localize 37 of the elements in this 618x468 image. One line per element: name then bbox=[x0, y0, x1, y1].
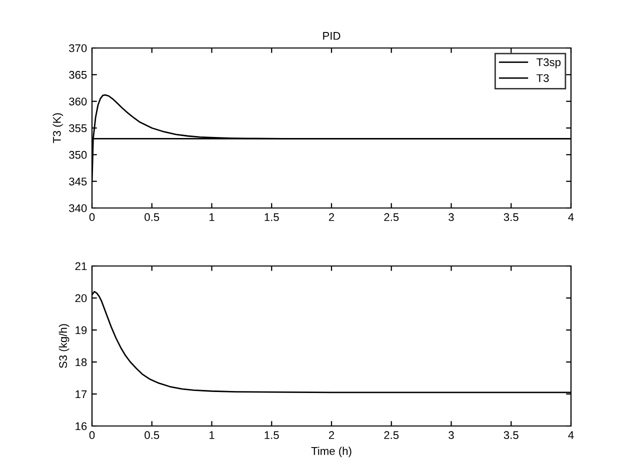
y-axis-title: S3 (kg/h) bbox=[58, 324, 70, 368]
y-tick-label: 370 bbox=[69, 44, 87, 52]
y-axis-title: T3 (K) bbox=[52, 113, 64, 144]
x-tick-label: 0 bbox=[89, 431, 95, 440]
y-tick-label: 18 bbox=[76, 358, 87, 366]
y-tick-label: 350 bbox=[69, 150, 87, 159]
y-tick-label: 19 bbox=[76, 326, 87, 334]
y-tick-label: 17 bbox=[76, 390, 87, 398]
y-tick-label: 345 bbox=[69, 178, 87, 186]
y-tick-label: 355 bbox=[69, 124, 87, 132]
x-tick-label: 2.5 bbox=[384, 431, 399, 440]
y-tick-label: 21 bbox=[75, 262, 87, 270]
x-tick-label: 2 bbox=[328, 213, 334, 221]
x-tick-label: 1 bbox=[210, 213, 214, 221]
y-tick-label: 340 bbox=[69, 204, 87, 212]
y-tick-label: 16 bbox=[76, 422, 87, 430]
x-tick-label: 0 bbox=[89, 213, 95, 222]
x-tick-label: 0.5 bbox=[144, 431, 160, 440]
chart-title: PID bbox=[323, 32, 340, 40]
y-tick-label: 365 bbox=[69, 70, 87, 79]
y-tick-label: 20 bbox=[75, 294, 87, 302]
x-tick-label: 1.5 bbox=[264, 431, 279, 440]
x-tick-label: 3 bbox=[448, 213, 454, 222]
x-tick-label: 3 bbox=[448, 431, 454, 440]
legend-label: T3 bbox=[536, 74, 549, 82]
legend-label: T3sp bbox=[536, 58, 561, 68]
x-tick-label: 4 bbox=[568, 431, 574, 439]
x-tick-label: 1 bbox=[210, 431, 214, 439]
y-tick-label: 360 bbox=[69, 98, 87, 106]
x-tick-label: 0.5 bbox=[144, 213, 160, 222]
x-tick-label: 3.5 bbox=[504, 213, 518, 222]
x-tick-label: 1.5 bbox=[264, 213, 279, 222]
x-tick-label: 3.5 bbox=[504, 431, 518, 440]
x-tick-label: 2.5 bbox=[384, 213, 399, 222]
x-tick-label: 4 bbox=[568, 213, 574, 221]
x-axis-title: Time (h) bbox=[311, 446, 352, 458]
x-tick-label: 2 bbox=[328, 431, 334, 439]
